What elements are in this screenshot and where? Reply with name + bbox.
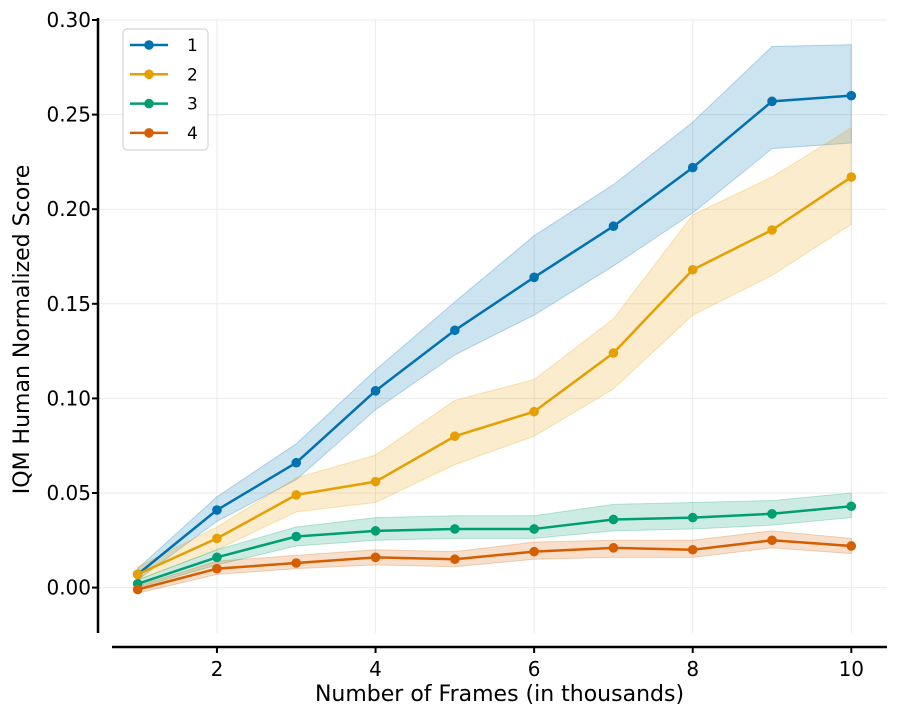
y-tick-label: 0.10 — [46, 386, 91, 410]
point-series-4 — [846, 541, 857, 551]
point-series-4 — [132, 584, 143, 595]
legend-marker-3 — [144, 98, 154, 109]
point-series-3 — [846, 501, 857, 512]
point-series-2 — [608, 348, 619, 358]
point-series-1 — [529, 272, 539, 283]
confidence-bands — [137, 44, 852, 594]
y-tick-label: 0.00 — [46, 576, 91, 600]
point-series-4 — [291, 558, 302, 568]
x-axis-label: Number of Frames (in thousands) — [315, 682, 684, 707]
point-series-2 — [687, 264, 698, 275]
legend-marker-2 — [144, 69, 154, 80]
point-series-4 — [370, 552, 381, 563]
legend-label-1: 1 — [187, 36, 198, 56]
point-series-1 — [687, 162, 698, 173]
series-lines — [136, 94, 853, 591]
legend-box — [122, 28, 209, 151]
axes — [96, 18, 887, 649]
point-series-1 — [450, 325, 460, 336]
point-series-3 — [291, 531, 302, 542]
line-series-1 — [136, 94, 852, 576]
legend: 1 2 3 4 — [122, 28, 209, 151]
point-series-3 — [608, 514, 619, 525]
line-series-4 — [137, 539, 852, 591]
x-tick-label: 4 — [369, 657, 382, 681]
point-series-2 — [529, 406, 539, 417]
point-series-1 — [608, 221, 619, 232]
x-tick-label: 8 — [686, 657, 699, 681]
legend-marker-1 — [144, 40, 154, 50]
legend-label-2: 2 — [187, 65, 198, 85]
line-series-2 — [137, 175, 853, 576]
point-series-3 — [529, 524, 539, 534]
y-tick-label: 0.30 — [46, 8, 91, 32]
point-series-4 — [767, 535, 777, 546]
x-tick-label: 10 — [839, 657, 864, 681]
point-series-2 — [212, 533, 222, 544]
y-tick-label: 0.20 — [46, 197, 91, 221]
x-tick-label: 6 — [528, 657, 541, 681]
point-series-4 — [529, 546, 539, 557]
point-series-1 — [212, 505, 222, 515]
y-axis-label: IQM Human Normalized Score — [10, 165, 35, 494]
point-series-2 — [132, 569, 143, 580]
point-series-3 — [767, 509, 777, 519]
point-series-2 — [767, 225, 777, 235]
point-series-4 — [212, 563, 222, 574]
line-series-3 — [137, 504, 852, 585]
tick-labels: 0.00 0.05 0.10 0.15 0.20 0.25 0.30 2 4 6 8 10 — [46, 8, 864, 681]
legend-label-3: 3 — [187, 95, 198, 115]
y-tick-label: 0.05 — [46, 481, 91, 505]
point-series-2 — [291, 490, 302, 500]
point-series-1 — [291, 457, 302, 468]
y-tick-label: 0.15 — [46, 292, 91, 316]
x-tick-label: 2 — [211, 657, 224, 681]
point-series-2 — [846, 172, 857, 182]
y-tick-label: 0.25 — [46, 103, 91, 127]
point-series-3 — [687, 512, 698, 523]
point-series-4 — [450, 554, 460, 565]
legend-marker-4 — [144, 128, 154, 138]
band-series-2 — [137, 126, 852, 581]
band-series-3 — [137, 492, 852, 589]
point-series-4 — [608, 543, 619, 553]
band-series-4 — [137, 530, 852, 594]
point-series-4 — [687, 544, 698, 555]
legend-label-4: 4 — [187, 124, 198, 144]
point-series-1 — [846, 90, 857, 101]
point-series-1 — [767, 96, 777, 107]
point-series-3 — [370, 526, 381, 536]
series-points — [132, 90, 857, 595]
point-series-3 — [450, 524, 460, 534]
point-series-2 — [370, 476, 381, 487]
point-series-2 — [450, 431, 460, 442]
point-series-3 — [212, 552, 222, 563]
point-series-1 — [370, 386, 381, 396]
